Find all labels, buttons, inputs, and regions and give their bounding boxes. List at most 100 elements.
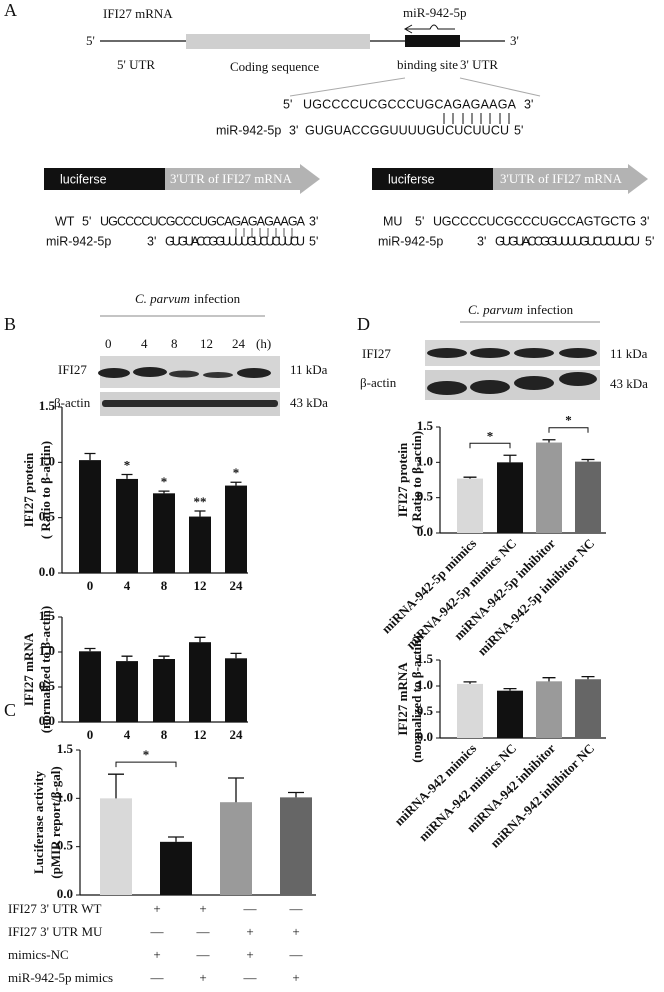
y-axis-label: IFI27 protein	[395, 442, 410, 517]
y-tick-label: 1.0	[39, 453, 55, 468]
bar	[189, 642, 211, 722]
blot-heading: C. parvum infection	[468, 302, 574, 317]
end-label: 3'	[477, 234, 486, 248]
bar	[153, 659, 175, 722]
condition-sign: —	[196, 924, 211, 939]
sequence: UGCCCCUCGCCCUGCAGAGAGAAGA	[100, 214, 306, 228]
y-tick-label: 1.5	[39, 398, 56, 413]
blot-heading: C. parvum infection	[135, 291, 241, 306]
significance: *	[487, 428, 494, 443]
x-tick-label: 4	[124, 727, 131, 742]
band	[133, 367, 167, 377]
y-tick-label: 1.0	[417, 677, 433, 692]
x-tick-label: 24	[230, 727, 244, 742]
bar	[225, 485, 247, 573]
region-label: Coding sequence	[230, 59, 319, 74]
band	[203, 372, 233, 378]
band	[470, 380, 510, 394]
error-bar	[463, 476, 477, 479]
error-bar	[288, 791, 304, 798]
significance: *	[143, 747, 150, 762]
pairing-lines	[235, 228, 293, 237]
bar	[116, 661, 138, 722]
bar	[497, 690, 523, 738]
condition-label: mimics-NC	[8, 947, 69, 962]
utr-arrow	[493, 164, 648, 194]
end-label: 3'	[640, 214, 649, 228]
error-bar	[503, 454, 517, 463]
y-tick-label: 0.5	[39, 678, 56, 693]
y-axis-note: ( Ratio to β-actin)	[38, 441, 53, 539]
significance: *	[161, 474, 168, 489]
mirna-label: miR-942-5p	[46, 234, 111, 248]
end-label: 5'	[309, 234, 318, 248]
x-tick-label: 4	[124, 578, 131, 593]
error-bar	[108, 773, 124, 799]
end-label: 3'	[309, 214, 318, 228]
protein-label: β-actin	[54, 395, 91, 410]
condition-sign: +	[246, 947, 253, 962]
panel-label: B	[4, 314, 16, 334]
time-label: 12	[200, 336, 213, 351]
significance: *	[233, 465, 240, 480]
bar	[497, 462, 523, 533]
mirna-label: miR-942-5p	[378, 234, 443, 248]
error-bar	[230, 652, 242, 659]
time-label: (h)	[256, 336, 271, 351]
bar	[100, 798, 132, 895]
y-axis-label: IFI27 protein	[21, 452, 36, 527]
end-label: 5'	[645, 234, 654, 248]
band	[514, 348, 554, 358]
size-label: 11 kDa	[610, 346, 648, 361]
condition-label: IFI27 3' UTR WT	[8, 901, 102, 916]
bar	[160, 841, 192, 895]
bar	[575, 679, 601, 738]
y-tick-label: 0.5	[417, 703, 434, 718]
band	[470, 348, 510, 358]
end-label: 5'	[415, 214, 424, 228]
band	[102, 400, 278, 407]
condition-label: IFI27 3' UTR MU	[8, 924, 103, 939]
band	[427, 381, 467, 395]
end-label: 5'	[82, 214, 91, 228]
protein-label: β-actin	[360, 375, 397, 390]
utr-label: 3'UTR of IFI27 mRNA	[170, 171, 292, 186]
y-tick-label: 0.0	[417, 524, 433, 539]
y-tick-label: 1.5	[39, 608, 56, 623]
panel-label: A	[4, 0, 17, 20]
y-tick-label: 0.5	[417, 489, 434, 504]
y-axis-label: Luciferase activity	[31, 771, 46, 874]
y-axis-note: ( Ratio to β-actin)	[409, 431, 424, 529]
pairing-lines	[443, 113, 510, 124]
x-tick-label: 24	[230, 578, 244, 593]
construct-mu: luciferse 3'UTR of IFI27 mRNA MU 5' UGCC…	[372, 164, 654, 248]
y-tick-label: 0.0	[39, 564, 55, 579]
reporter-box	[44, 168, 165, 190]
error-bar	[158, 490, 170, 494]
time-label: 0	[105, 336, 112, 351]
y-tick-label: 1.5	[417, 418, 434, 433]
size-label: 43 kDa	[610, 376, 648, 391]
y-tick-label: 1.0	[417, 453, 433, 468]
error-bar	[168, 836, 184, 842]
construct-name: WT	[55, 214, 75, 228]
condition-sign: +	[153, 901, 160, 916]
band	[514, 376, 554, 390]
sequence: UGCCCCUCGCCCUGCAGAGAAGA	[303, 97, 517, 111]
y-axis-note: (normalized to β-actin)	[38, 606, 53, 733]
reporter-box	[372, 168, 493, 190]
error-bar	[230, 481, 242, 486]
condition-sign: —	[243, 901, 258, 916]
error-bar	[542, 439, 556, 443]
zoom-line	[459, 77, 541, 97]
utr-label: 3'UTR of IFI27 mRNA	[500, 171, 622, 186]
sequence: UGCCCCUCGCCCUGCCAGTGCTG	[433, 214, 636, 228]
sequence: GUGUACCGGUUUUGUCUCUUCU	[305, 123, 509, 137]
sequence: GUGUACCGGUUUUGUCUCUUCU	[165, 234, 305, 248]
construct-name: MU	[383, 214, 402, 228]
error-bar	[503, 687, 517, 691]
condition-sign: +	[153, 947, 160, 962]
error-bar	[463, 681, 477, 684]
condition-sign: +	[246, 924, 253, 939]
